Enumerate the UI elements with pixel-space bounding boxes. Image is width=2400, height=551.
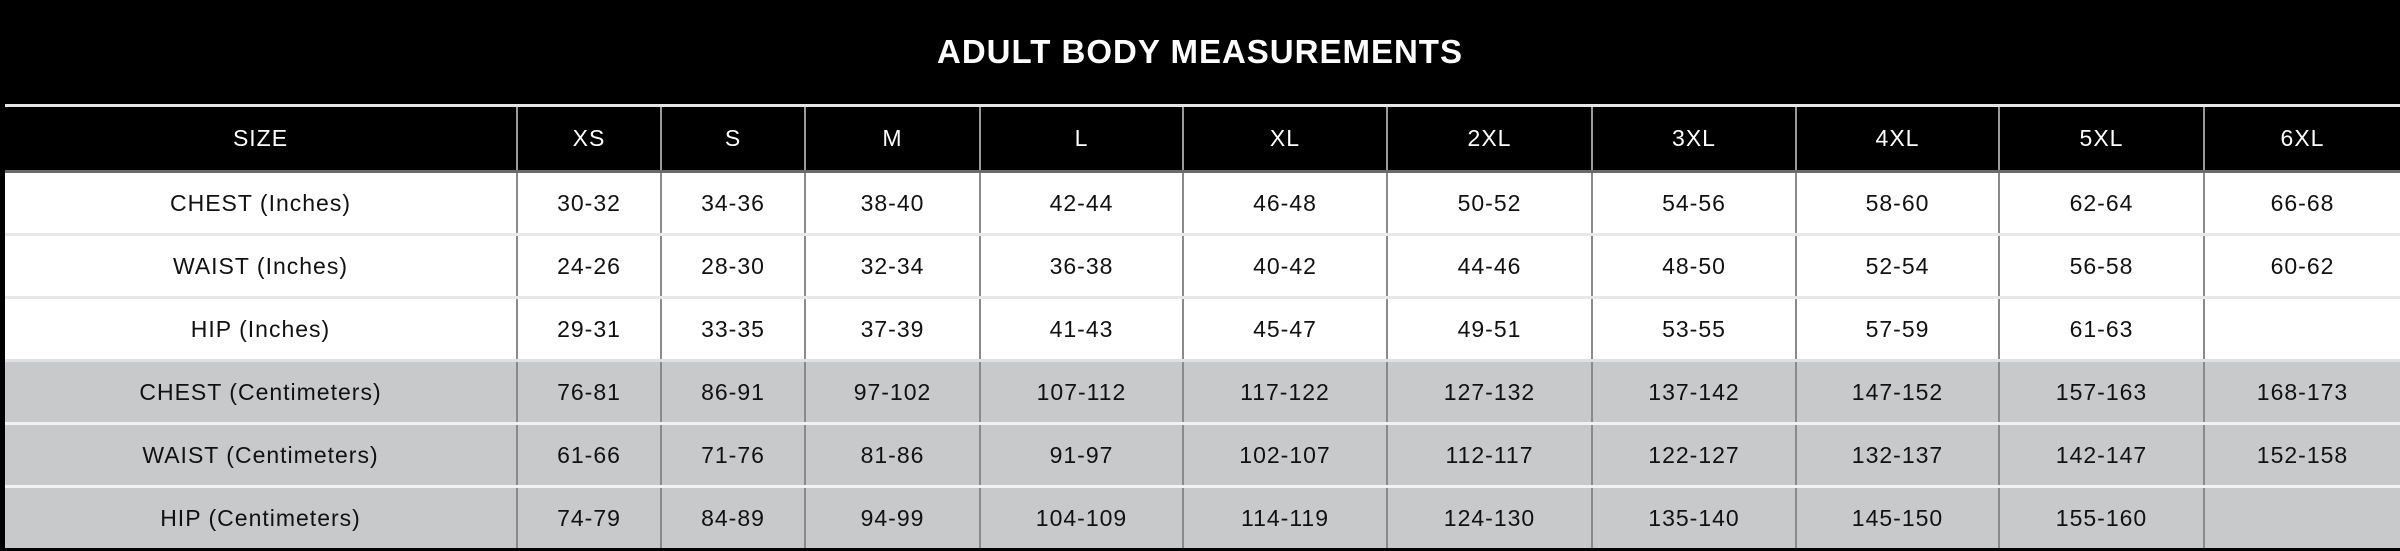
row-label: HIP (Centimeters) [5,485,517,548]
column-header-2xl: 2XL [1386,107,1592,172]
divider [5,104,2400,107]
row-label: WAIST (Inches) [5,233,517,298]
measurement-cell: 62-64 [1998,170,2204,235]
measurement-cell: 102-107 [1182,422,1387,487]
measurement-cell: 74-79 [516,485,661,548]
measurement-cell: 38-40 [804,170,980,235]
measurement-cell: 76-81 [516,359,661,424]
measurement-cell: 61-63 [1998,296,2204,361]
measurement-cell: 66-68 [2203,170,2400,235]
measurement-cell: 52-54 [1795,233,1999,298]
column-header-3xl: 3XL [1591,107,1796,172]
column-header-4xl: 4XL [1795,107,1999,172]
column-header-m: M [804,107,980,172]
measurement-cell: 36-38 [979,233,1183,298]
measurement-cell: 32-34 [804,233,980,298]
measurement-cell: 50-52 [1386,170,1592,235]
measurement-cell: 112-117 [1386,422,1592,487]
row-label: WAIST (Centimeters) [5,422,517,487]
measurement-cell: 135-140 [1591,485,1796,548]
measurement-cell: 132-137 [1795,422,1999,487]
measurement-cell: 84-89 [660,485,805,548]
measurement-cell: 41-43 [979,296,1183,361]
measurement-cell: 152-158 [2203,422,2400,487]
measurement-cell [2203,485,2400,548]
row-label: CHEST (Centimeters) [5,359,517,424]
measurement-cell: 147-152 [1795,359,1999,424]
measurement-cell: 122-127 [1591,422,1796,487]
row-label: CHEST (Inches) [5,170,517,235]
measurement-cell: 117-122 [1182,359,1387,424]
measurement-cell: 145-150 [1795,485,1999,548]
measurement-cell: 40-42 [1182,233,1387,298]
measurement-cell: 107-112 [979,359,1183,424]
measurement-cell: 155-160 [1998,485,2204,548]
measurement-cell: 86-91 [660,359,805,424]
column-header-s: S [660,107,805,172]
table-row: HIP (Inches) 29-31 33-35 37-39 41-43 45-47 49-… [5,296,2400,361]
measurement-cell: 34-36 [660,170,805,235]
measurement-cell [2203,296,2400,361]
measurement-cell: 81-86 [804,422,980,487]
measurement-cell: 46-48 [1182,170,1387,235]
measurement-cell: 91-97 [979,422,1183,487]
chart-title: ADULT BODY MEASUREMENTS [937,33,1463,70]
measurement-cell: 29-31 [516,296,661,361]
table-row: WAIST (Inches) 24-26 28-30 32-34 36-38 40-42 4… [5,233,2400,298]
measurement-cell: 124-130 [1386,485,1592,548]
column-header-6xl: 6XL [2203,107,2400,172]
column-header-xl: XL [1182,107,1387,172]
table-row: CHEST (Inches) 30-32 34-36 38-40 42-44 46-48 5… [5,170,2400,235]
column-header-size: SIZE [5,107,517,172]
measurement-cell: 44-46 [1386,233,1592,298]
table-row: CHEST (Centimeters) 76-81 86-91 97-102 107-1… [5,359,2400,424]
measurement-cell: 49-51 [1386,296,1592,361]
table-row: WAIST (Centimeters) 61-66 71-76 81-86 91-97 1… [5,422,2400,487]
measurement-cell: 97-102 [804,359,980,424]
measurements-table: SIZE XS S M L XL 2XL 3XL 4XL 5XL 6XL CHEST (Inches… [5,107,2400,548]
measurement-cell: 168-173 [2203,359,2400,424]
measurement-cell: 57-59 [1795,296,1999,361]
measurement-cell: 54-56 [1591,170,1796,235]
measurement-cell: 48-50 [1591,233,1796,298]
table-row: HIP (Centimeters) 74-79 84-89 94-99 104-109 1… [5,485,2400,548]
column-header-5xl: 5XL [1998,107,2204,172]
column-header-l: L [979,107,1183,172]
measurement-cell: 60-62 [2203,233,2400,298]
measurement-cell: 114-119 [1182,485,1387,548]
measurement-cell: 45-47 [1182,296,1387,361]
measurement-cell: 28-30 [660,233,805,298]
measurement-cell: 142-147 [1998,422,2204,487]
column-header-xs: XS [516,107,661,172]
measurement-cell: 71-76 [660,422,805,487]
measurement-cell: 33-35 [660,296,805,361]
measurement-cell: 104-109 [979,485,1183,548]
measurement-cell: 37-39 [804,296,980,361]
header-row: SIZE XS S M L XL 2XL 3XL 4XL 5XL 6XL [5,107,2400,172]
measurement-cell: 61-66 [516,422,661,487]
measurement-cell: 137-142 [1591,359,1796,424]
measurement-cell: 58-60 [1795,170,1999,235]
measurement-cell: 157-163 [1998,359,2204,424]
measurement-cell: 53-55 [1591,296,1796,361]
measurement-cell: 42-44 [979,170,1183,235]
row-label: HIP (Inches) [5,296,517,361]
measurement-cell: 24-26 [516,233,661,298]
measurement-cell: 30-32 [516,170,661,235]
measurement-cell: 56-58 [1998,233,2204,298]
measurement-cell: 94-99 [804,485,980,548]
measurement-cell: 127-132 [1386,359,1592,424]
